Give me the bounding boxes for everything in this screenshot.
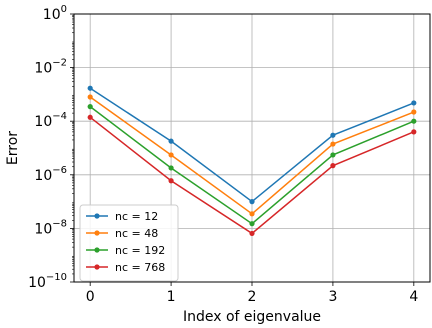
data-point: [411, 118, 417, 124]
data-point: [168, 152, 174, 158]
legend-marker: [94, 264, 100, 270]
data-point: [330, 141, 336, 147]
legend-label: nc = 768: [115, 261, 165, 274]
y-tick-label: 10−10: [28, 272, 67, 291]
y-tick-label: 10−8: [34, 218, 67, 237]
data-point: [330, 163, 336, 169]
legend-label: nc = 192: [115, 244, 165, 257]
x-axis-label: Index of eigenvalue: [183, 309, 321, 325]
data-point: [168, 178, 174, 184]
data-point: [249, 211, 255, 217]
legend-label: nc = 48: [115, 227, 158, 240]
y-axis: 100 10−2 10−4 10−6 10−8 10−10: [28, 4, 74, 291]
data-point: [330, 132, 336, 138]
y-tick-label: 10−4: [34, 111, 67, 130]
data-point: [87, 104, 93, 110]
data-point: [249, 230, 255, 237]
data-point: [168, 165, 174, 171]
data-point: [87, 85, 93, 91]
x-tick-label: 4: [409, 289, 418, 305]
data-point: [168, 138, 174, 144]
legend-marker: [94, 247, 100, 253]
y-tick-label: 10−2: [34, 58, 67, 77]
legend-marker: [94, 213, 100, 219]
x-tick-label: 2: [248, 289, 257, 305]
data-point: [87, 114, 93, 120]
x-tick-label: 3: [328, 289, 337, 305]
y-axis-label: Error: [5, 131, 21, 165]
x-tick-label: 1: [167, 289, 176, 305]
y-tick-label: 10−6: [34, 165, 67, 184]
data-point: [411, 100, 417, 106]
data-point: [411, 129, 417, 135]
legend-box: [79, 204, 179, 282]
data-point: [87, 94, 93, 100]
y-tick-label: 100: [43, 4, 67, 23]
x-axis: 0 1 2 3 4: [86, 282, 418, 305]
data-point: [330, 152, 336, 158]
data-point: [249, 221, 255, 227]
legend-marker: [94, 230, 100, 236]
x-tick-label: 0: [86, 289, 95, 305]
legend: nc = 12 nc = 48 nc = 192 nc = 768: [79, 204, 179, 282]
data-point: [249, 199, 255, 205]
series-layer: [87, 85, 417, 237]
legend-label: nc = 12: [115, 210, 158, 223]
data-point: [411, 109, 417, 115]
